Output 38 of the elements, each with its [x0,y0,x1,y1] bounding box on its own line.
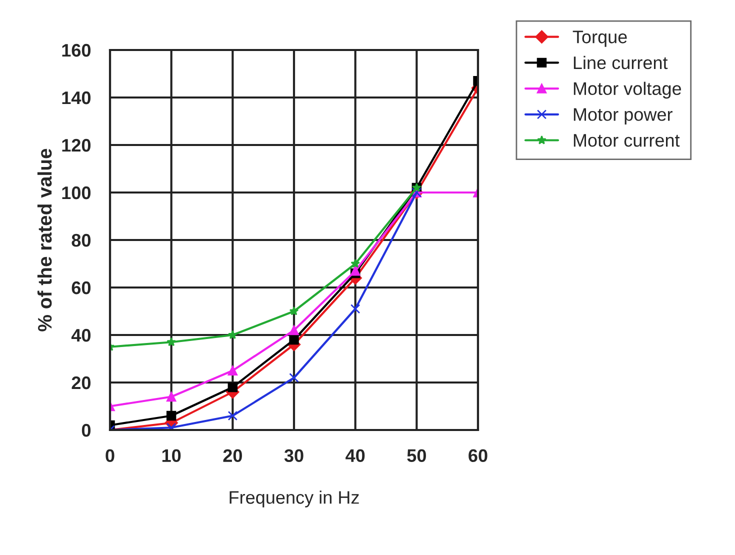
x-axis-title: Frequency in Hz [230,490,359,508]
x-tick-label: 50 [407,449,426,462]
point [166,422,176,430]
legend-label: Line current [574,56,668,70]
point [350,304,360,314]
y-tick-label: 120 [62,138,91,152]
point [350,258,360,268]
point [350,266,360,276]
legend-label: Motor current [574,134,680,147]
y-tick-label: 60 [72,281,91,294]
x-tick-label: 10 [162,449,181,462]
point [228,382,238,392]
point [228,366,238,376]
legend-label: Motor voltage [574,82,682,99]
y-axis-title: % of the rated value [37,148,52,332]
point [166,392,176,402]
y-tick-label: 160 [62,44,91,57]
legend-label: Motor power [574,108,672,124]
point [289,372,299,383]
x-tick-label: 30 [284,449,304,462]
y-tick-label: 20 [72,376,91,390]
x-tick-label: 40 [346,449,365,462]
y-tick-label: 80 [72,234,91,247]
point [289,325,299,336]
x-tick-label: 0 [106,449,114,462]
point [228,410,238,421]
point [166,337,176,346]
x-tick-label: 60 [468,449,488,462]
y-tick-label: 140 [62,91,91,104]
y-tick-label: 0 [82,424,91,437]
point [289,334,299,345]
y-tick-label: 100 [62,186,91,200]
legend-label: Torque [572,30,627,47]
point [166,410,176,421]
y-tick-label: 40 [71,328,91,342]
point [289,306,299,316]
point [228,330,238,340]
x-tick-label: 20 [223,449,242,462]
